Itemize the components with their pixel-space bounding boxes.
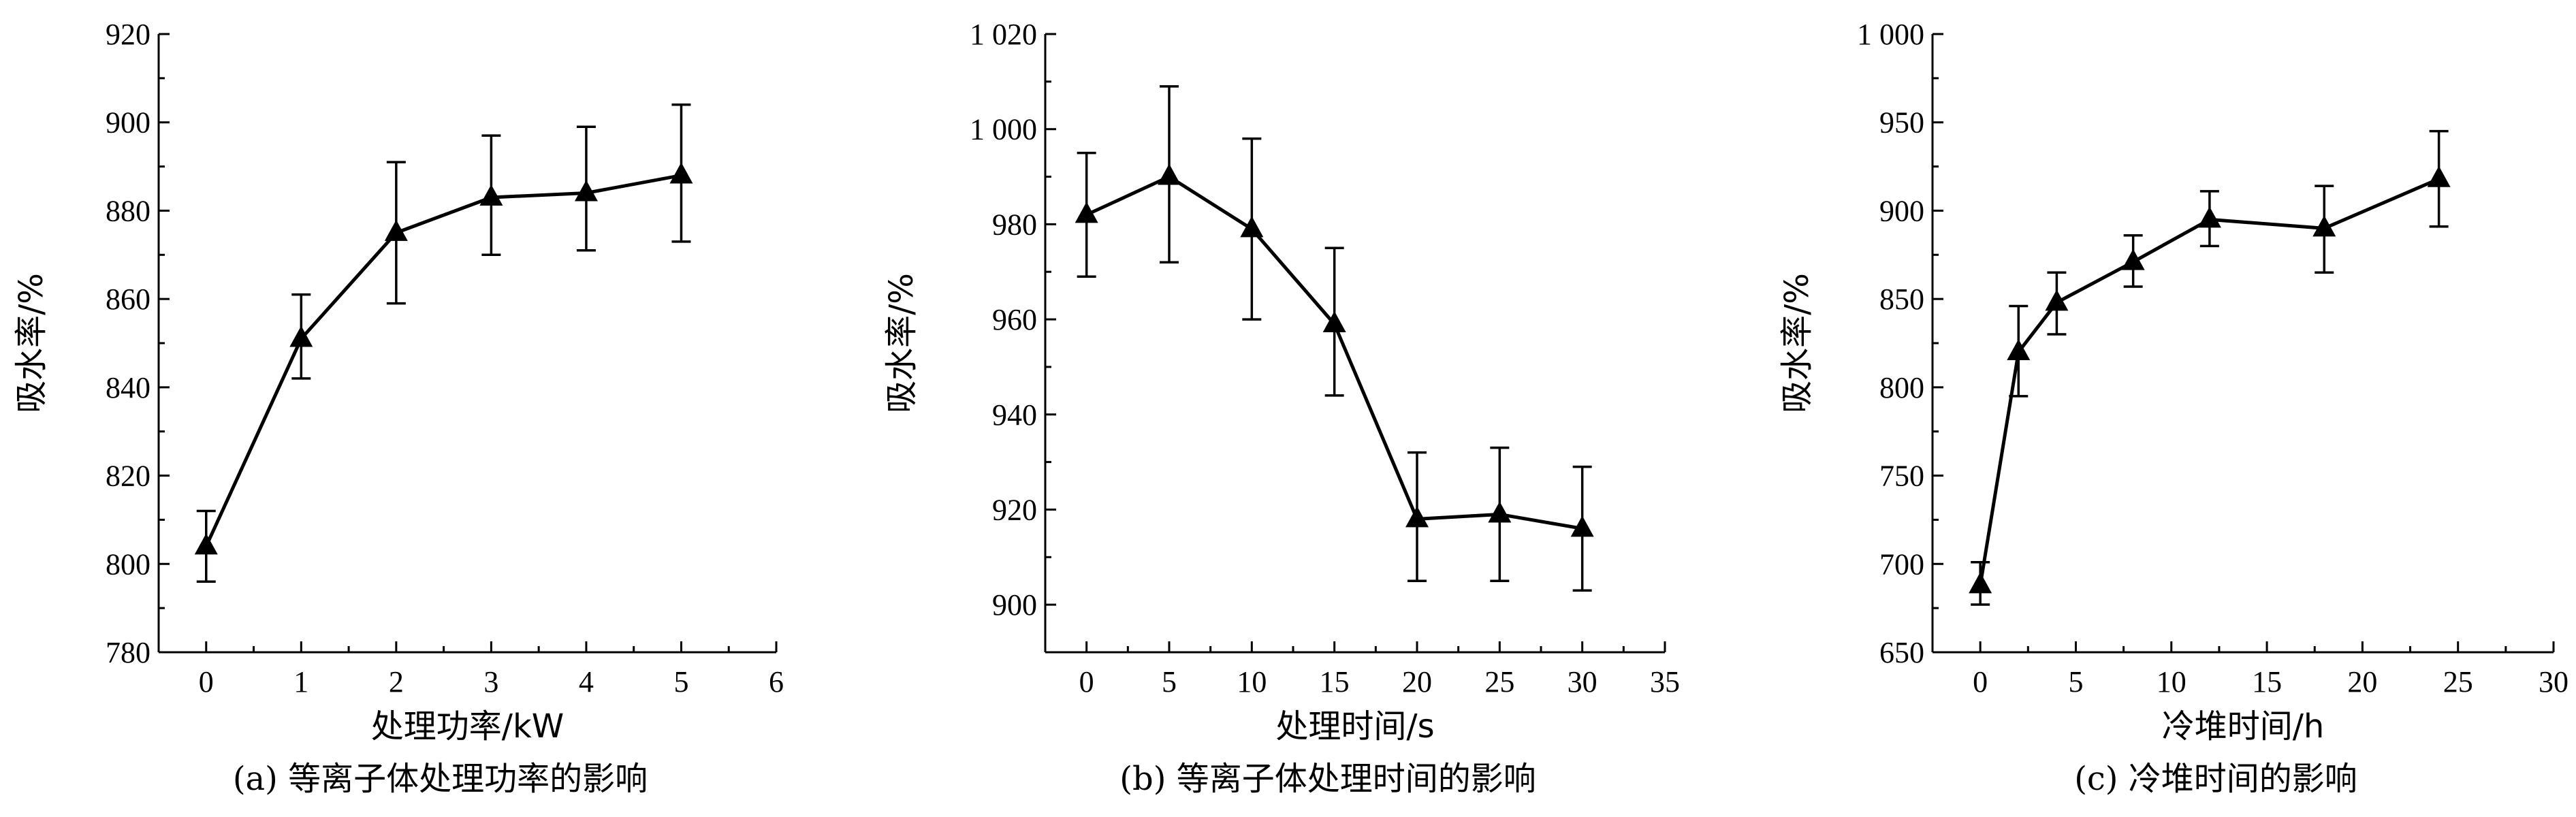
data-point xyxy=(2197,206,2221,228)
y-tick-label: 900 xyxy=(106,106,150,140)
y-tick-label: 900 xyxy=(992,588,1037,622)
x-tick-label: 20 xyxy=(1402,665,1432,699)
x-tick-label: 10 xyxy=(1237,665,1267,699)
x-tick-label: 30 xyxy=(1568,665,1597,699)
y-tick-label: 650 xyxy=(1879,636,1924,669)
y-tick-label: 750 xyxy=(1879,460,1924,493)
y-tick-label: 800 xyxy=(1879,371,1924,404)
y-tick-label: 920 xyxy=(992,493,1037,526)
y-tick-label: 900 xyxy=(1879,194,1924,227)
data-point xyxy=(1969,572,1992,594)
y-tick-label: 700 xyxy=(1879,547,1924,581)
data-point xyxy=(479,184,503,206)
data-point xyxy=(2045,289,2069,311)
panel-c: 650 700 750 800 850 900 950 1 000 0 5 10 15 20 25 30 冷堆… xyxy=(1778,18,2569,798)
x-tick-label: 20 xyxy=(2347,665,2377,699)
y-axis-label: 吸水率/% xyxy=(882,273,921,413)
panel-b: 900 920 940 960 980 1 000 1 020 0 5 10 15 20 25 30 35 处… xyxy=(882,18,1680,798)
x-tick-label: 3 xyxy=(483,665,498,699)
y-tick-label: 1 000 xyxy=(970,113,1037,146)
x-tick-label: 2 xyxy=(389,665,404,699)
x-tick-label: 10 xyxy=(2157,665,2187,699)
x-tick-label: 5 xyxy=(2068,665,2083,699)
data-point xyxy=(1488,501,1512,523)
y-tick-label: 980 xyxy=(992,208,1037,241)
x-tick-label: 0 xyxy=(1079,665,1094,699)
panel-a: 780 800 820 840 860 880 900 920 0 1 2 3 4 5 6 处理功率/kW 吸水… xyxy=(12,18,784,798)
data-point xyxy=(1405,506,1429,528)
x-tick-label: 5 xyxy=(1162,665,1177,699)
y-axis-label: 吸水率/% xyxy=(1778,273,1816,413)
x-tick-label: 0 xyxy=(199,665,214,699)
y-tick-label: 800 xyxy=(106,547,150,581)
y-tick-label: 860 xyxy=(106,283,150,316)
y-tick-label: 1 020 xyxy=(970,18,1037,51)
x-tick-label: 4 xyxy=(579,665,594,699)
y-tick-label: 1 000 xyxy=(1857,18,1924,51)
y-tick-label: 850 xyxy=(1879,283,1924,316)
x-axis-label: 处理功率/kW xyxy=(371,707,564,746)
x-tick-label: 30 xyxy=(2539,665,2569,699)
x-tick-label: 25 xyxy=(1484,665,1514,699)
y-tick-label: 820 xyxy=(106,460,150,493)
x-tick-label: 6 xyxy=(769,665,784,699)
data-point xyxy=(1322,311,1346,333)
y-tick-label: 920 xyxy=(106,18,150,51)
panel-caption: (a) 等离子体处理功率的影响 xyxy=(233,760,648,798)
data-point xyxy=(289,325,313,347)
y-tick-label: 880 xyxy=(106,194,150,227)
data-point xyxy=(1570,515,1594,537)
data-point xyxy=(2121,249,2145,270)
data-point xyxy=(669,162,693,184)
data-point xyxy=(2427,165,2451,187)
y-tick-label: 950 xyxy=(1879,106,1924,140)
y-tick-label: 840 xyxy=(106,371,150,404)
data-point xyxy=(2312,215,2336,237)
series-line xyxy=(204,174,682,547)
y-axis-label: 吸水率/% xyxy=(12,273,50,413)
x-tick-label: 5 xyxy=(673,665,688,699)
y-tick-label: 780 xyxy=(106,636,150,669)
panel-caption: (b) 等离子体处理时间的影响 xyxy=(1119,760,1536,798)
data-point xyxy=(574,180,598,202)
x-tick-label: 25 xyxy=(2443,665,2473,699)
data-point xyxy=(2007,338,2031,360)
data-point xyxy=(1075,202,1098,223)
x-tick-label: 1 xyxy=(293,665,308,699)
data-point xyxy=(1158,163,1181,185)
panel-caption: (c) 冷堆时间的影响 xyxy=(2074,760,2357,798)
x-tick-label: 0 xyxy=(1973,665,1988,699)
x-tick-label: 15 xyxy=(1320,665,1350,699)
y-tick-label: 960 xyxy=(992,303,1037,336)
data-point xyxy=(194,533,218,555)
x-tick-label: 35 xyxy=(1650,665,1680,699)
x-axis-label: 处理时间/s xyxy=(1275,707,1434,746)
data-point xyxy=(384,219,408,241)
data-point xyxy=(1240,216,1264,238)
y-tick-label: 940 xyxy=(992,398,1037,432)
x-tick-label: 15 xyxy=(2252,665,2282,699)
x-axis-label: 冷堆时间/h xyxy=(2162,707,2325,746)
